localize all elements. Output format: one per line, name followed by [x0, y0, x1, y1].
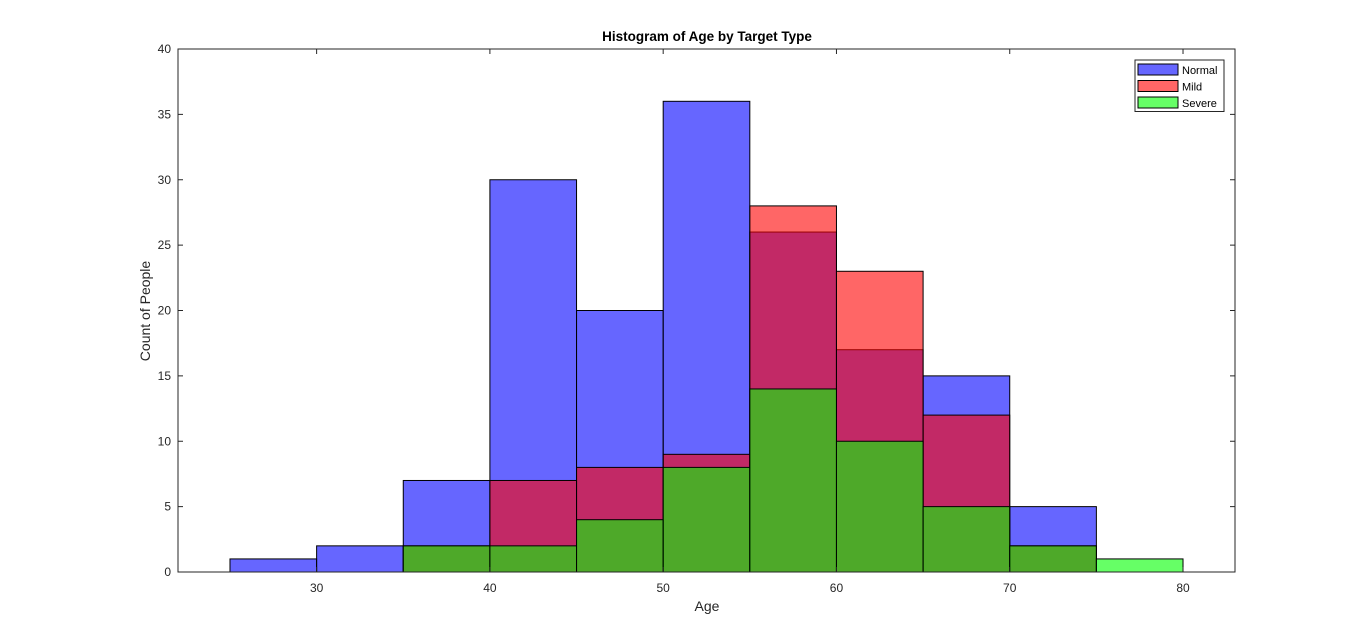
x-axis-title: Age [695, 598, 720, 614]
bar-severe-55 [749, 388, 837, 573]
x-tick-label: 40 [483, 581, 497, 595]
legend-swatch-severe [1137, 96, 1179, 109]
y-tick-label: 30 [158, 173, 172, 187]
y-tick-label: 35 [158, 107, 172, 121]
bars-layer [229, 100, 1184, 573]
y-axis-title: Count of People [137, 261, 153, 362]
bar-severe-65 [922, 506, 1011, 573]
bar-severe-40 [489, 545, 578, 573]
legend-swatch-normal [1137, 63, 1179, 76]
legend-swatch-mild [1137, 80, 1179, 92]
series-severe [402, 388, 1184, 573]
bar-severe-35 [402, 545, 491, 573]
bar-normal-25 [229, 558, 318, 573]
legend-label-mild: Mild [1182, 82, 1202, 94]
chart-title: Histogram of Age by Target Type [602, 29, 812, 44]
legend-label-normal: Normal [1182, 65, 1217, 77]
bar-severe-60 [835, 440, 924, 573]
x-tick-label: 30 [310, 581, 324, 595]
x-tick-label: 50 [657, 581, 671, 595]
y-tick-label: 15 [158, 369, 172, 383]
y-tick-label: 40 [158, 42, 172, 56]
axes-layer: 30 40 50 60 70 80 0 5 10 15 20 25 30 35 40 [158, 42, 1236, 595]
bar-severe-75 [1095, 558, 1184, 573]
x-tick-label: 70 [1003, 581, 1017, 595]
bar-severe-50 [662, 466, 751, 573]
legend-label-severe: Severe [1182, 98, 1217, 110]
y-tick-label: 10 [158, 434, 172, 448]
bar-normal-30 [316, 545, 404, 573]
x-tick-label: 80 [1176, 581, 1190, 595]
x-tick-label: 60 [830, 581, 844, 595]
y-tick-label: 5 [164, 500, 171, 514]
bar-severe-70 [1009, 545, 1097, 573]
y-tick-label: 20 [158, 304, 172, 318]
y-tick-label: 25 [158, 238, 172, 252]
legend: Normal Mild Severe [1134, 59, 1225, 112]
y-tick-label: 0 [164, 565, 171, 579]
bar-severe-45 [576, 519, 664, 573]
